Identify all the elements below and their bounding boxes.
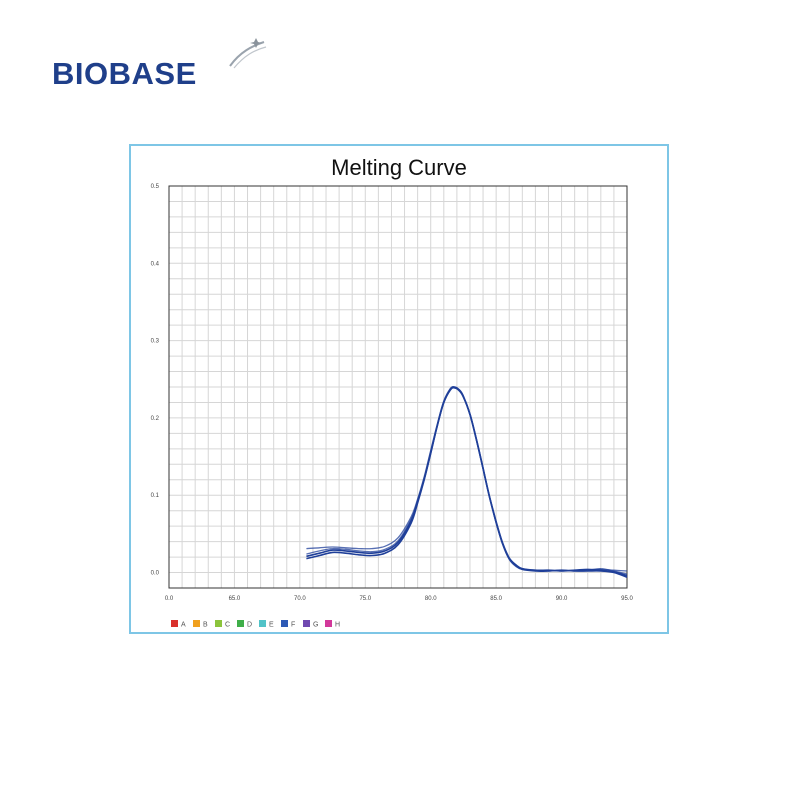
legend-swatch xyxy=(193,620,200,627)
brand-logo: BIOBASE xyxy=(52,36,267,96)
legend-label: B xyxy=(203,622,208,629)
x-tick-label: 70.0 xyxy=(294,596,306,602)
legend: A B C D E F G H xyxy=(171,620,340,629)
plot-border xyxy=(168,185,628,589)
legend-label: C xyxy=(225,622,230,629)
legend-label: G xyxy=(313,622,318,629)
chart-frame: Melting Curve 0.0 65.0 70.0 75.0 80.0 85.0 90.… xyxy=(129,144,669,634)
legend-label: D xyxy=(247,622,252,629)
x-tick-label: 90.0 xyxy=(556,596,568,602)
legend-swatch xyxy=(171,620,178,627)
y-tick-label: 0.0 xyxy=(151,571,160,577)
melt-curve-line xyxy=(306,386,628,572)
legend-swatch xyxy=(303,620,310,627)
y-tick-label: 0.4 xyxy=(151,261,160,267)
x-tick-label: 0.0 xyxy=(165,596,174,602)
series-lines xyxy=(306,386,628,578)
star-swoosh-icon xyxy=(229,38,267,69)
melting-curve-chart: 0.0 65.0 70.0 75.0 80.0 85.0 90.0 95.0 0.5 0.4 0.3… xyxy=(151,184,634,629)
legend-swatch xyxy=(237,620,244,627)
melt-curve-line xyxy=(306,386,628,577)
x-tick-label: 85.0 xyxy=(490,596,502,602)
grid xyxy=(169,186,627,588)
melt-curve-line xyxy=(306,386,628,575)
chart-title: Melting Curve xyxy=(331,155,467,180)
x-tick-label: 75.0 xyxy=(359,596,371,602)
brand-name: BIOBASE xyxy=(52,56,197,91)
legend-label: H xyxy=(335,622,340,629)
axis-ticks: 0.0 65.0 70.0 75.0 80.0 85.0 90.0 95.0 0.5 0.4 0.3… xyxy=(151,184,634,602)
y-tick-label: 0.5 xyxy=(151,184,160,190)
legend-label: E xyxy=(269,622,274,629)
legend-swatch xyxy=(259,620,266,627)
y-tick-label: 0.1 xyxy=(151,493,160,499)
x-tick-label: 95.0 xyxy=(621,596,633,602)
y-tick-label: 0.2 xyxy=(151,416,160,422)
legend-swatch xyxy=(215,620,222,627)
y-tick-label: 0.3 xyxy=(151,339,160,345)
legend-swatch xyxy=(325,620,332,627)
melt-curve-line xyxy=(306,386,628,578)
legend-swatch xyxy=(281,620,288,627)
x-tick-label: 65.0 xyxy=(229,596,241,602)
x-tick-label: 80.0 xyxy=(425,596,437,602)
legend-label: A xyxy=(181,622,186,629)
legend-label: F xyxy=(291,622,295,629)
